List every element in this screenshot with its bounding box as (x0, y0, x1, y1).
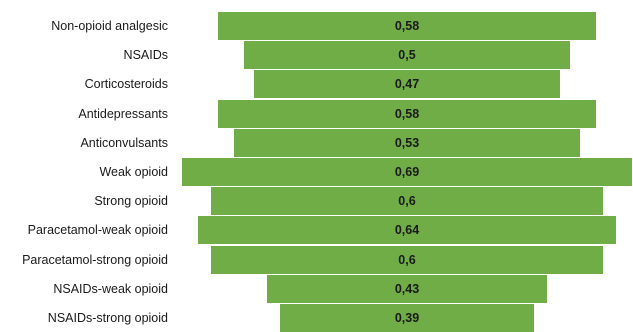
bar (211, 187, 603, 216)
data-label: 0,69 (394, 165, 420, 179)
data-label: 0,6 (398, 252, 416, 267)
category-label: Corticosteroids (84, 77, 168, 92)
bar (211, 245, 603, 274)
bar (234, 128, 580, 157)
bar (253, 70, 561, 99)
bar (198, 216, 616, 245)
category-label: NSAIDs (123, 48, 168, 63)
funnel-chart: Non-opioid analgesic 0,58 NSAIDs 0,5 Cortico… (22, 12, 632, 332)
bar (182, 158, 632, 186)
data-label: 0,6 (398, 194, 416, 209)
category-label: Anticonvulsants (80, 135, 168, 150)
data-label: 0,39 (394, 311, 420, 325)
category-label: Antidepressants (78, 106, 168, 121)
category-label: Paracetamol-weak opioid (27, 223, 168, 238)
data-label: 0,5 (398, 48, 416, 63)
category-label: NSAIDs-weak opioid (53, 281, 168, 296)
data-label: 0,58 (394, 19, 420, 33)
data-label: 0,64 (394, 223, 420, 238)
data-label: 0,58 (394, 106, 420, 121)
data-label: 0,43 (394, 281, 420, 296)
data-label: 0,53 (394, 135, 420, 150)
bar (244, 41, 570, 70)
category-label: NSAIDs-strong opioid (47, 311, 168, 325)
bar (266, 274, 548, 303)
category-label: Strong opioid (94, 194, 168, 209)
data-label: 0,47 (394, 77, 420, 92)
category-label: Weak opioid (99, 165, 168, 179)
bar (217, 99, 597, 128)
category-label: Paracetamol-strong opioid (22, 252, 168, 267)
bar (217, 12, 597, 40)
category-label: Non-opioid analgesic (51, 19, 168, 33)
